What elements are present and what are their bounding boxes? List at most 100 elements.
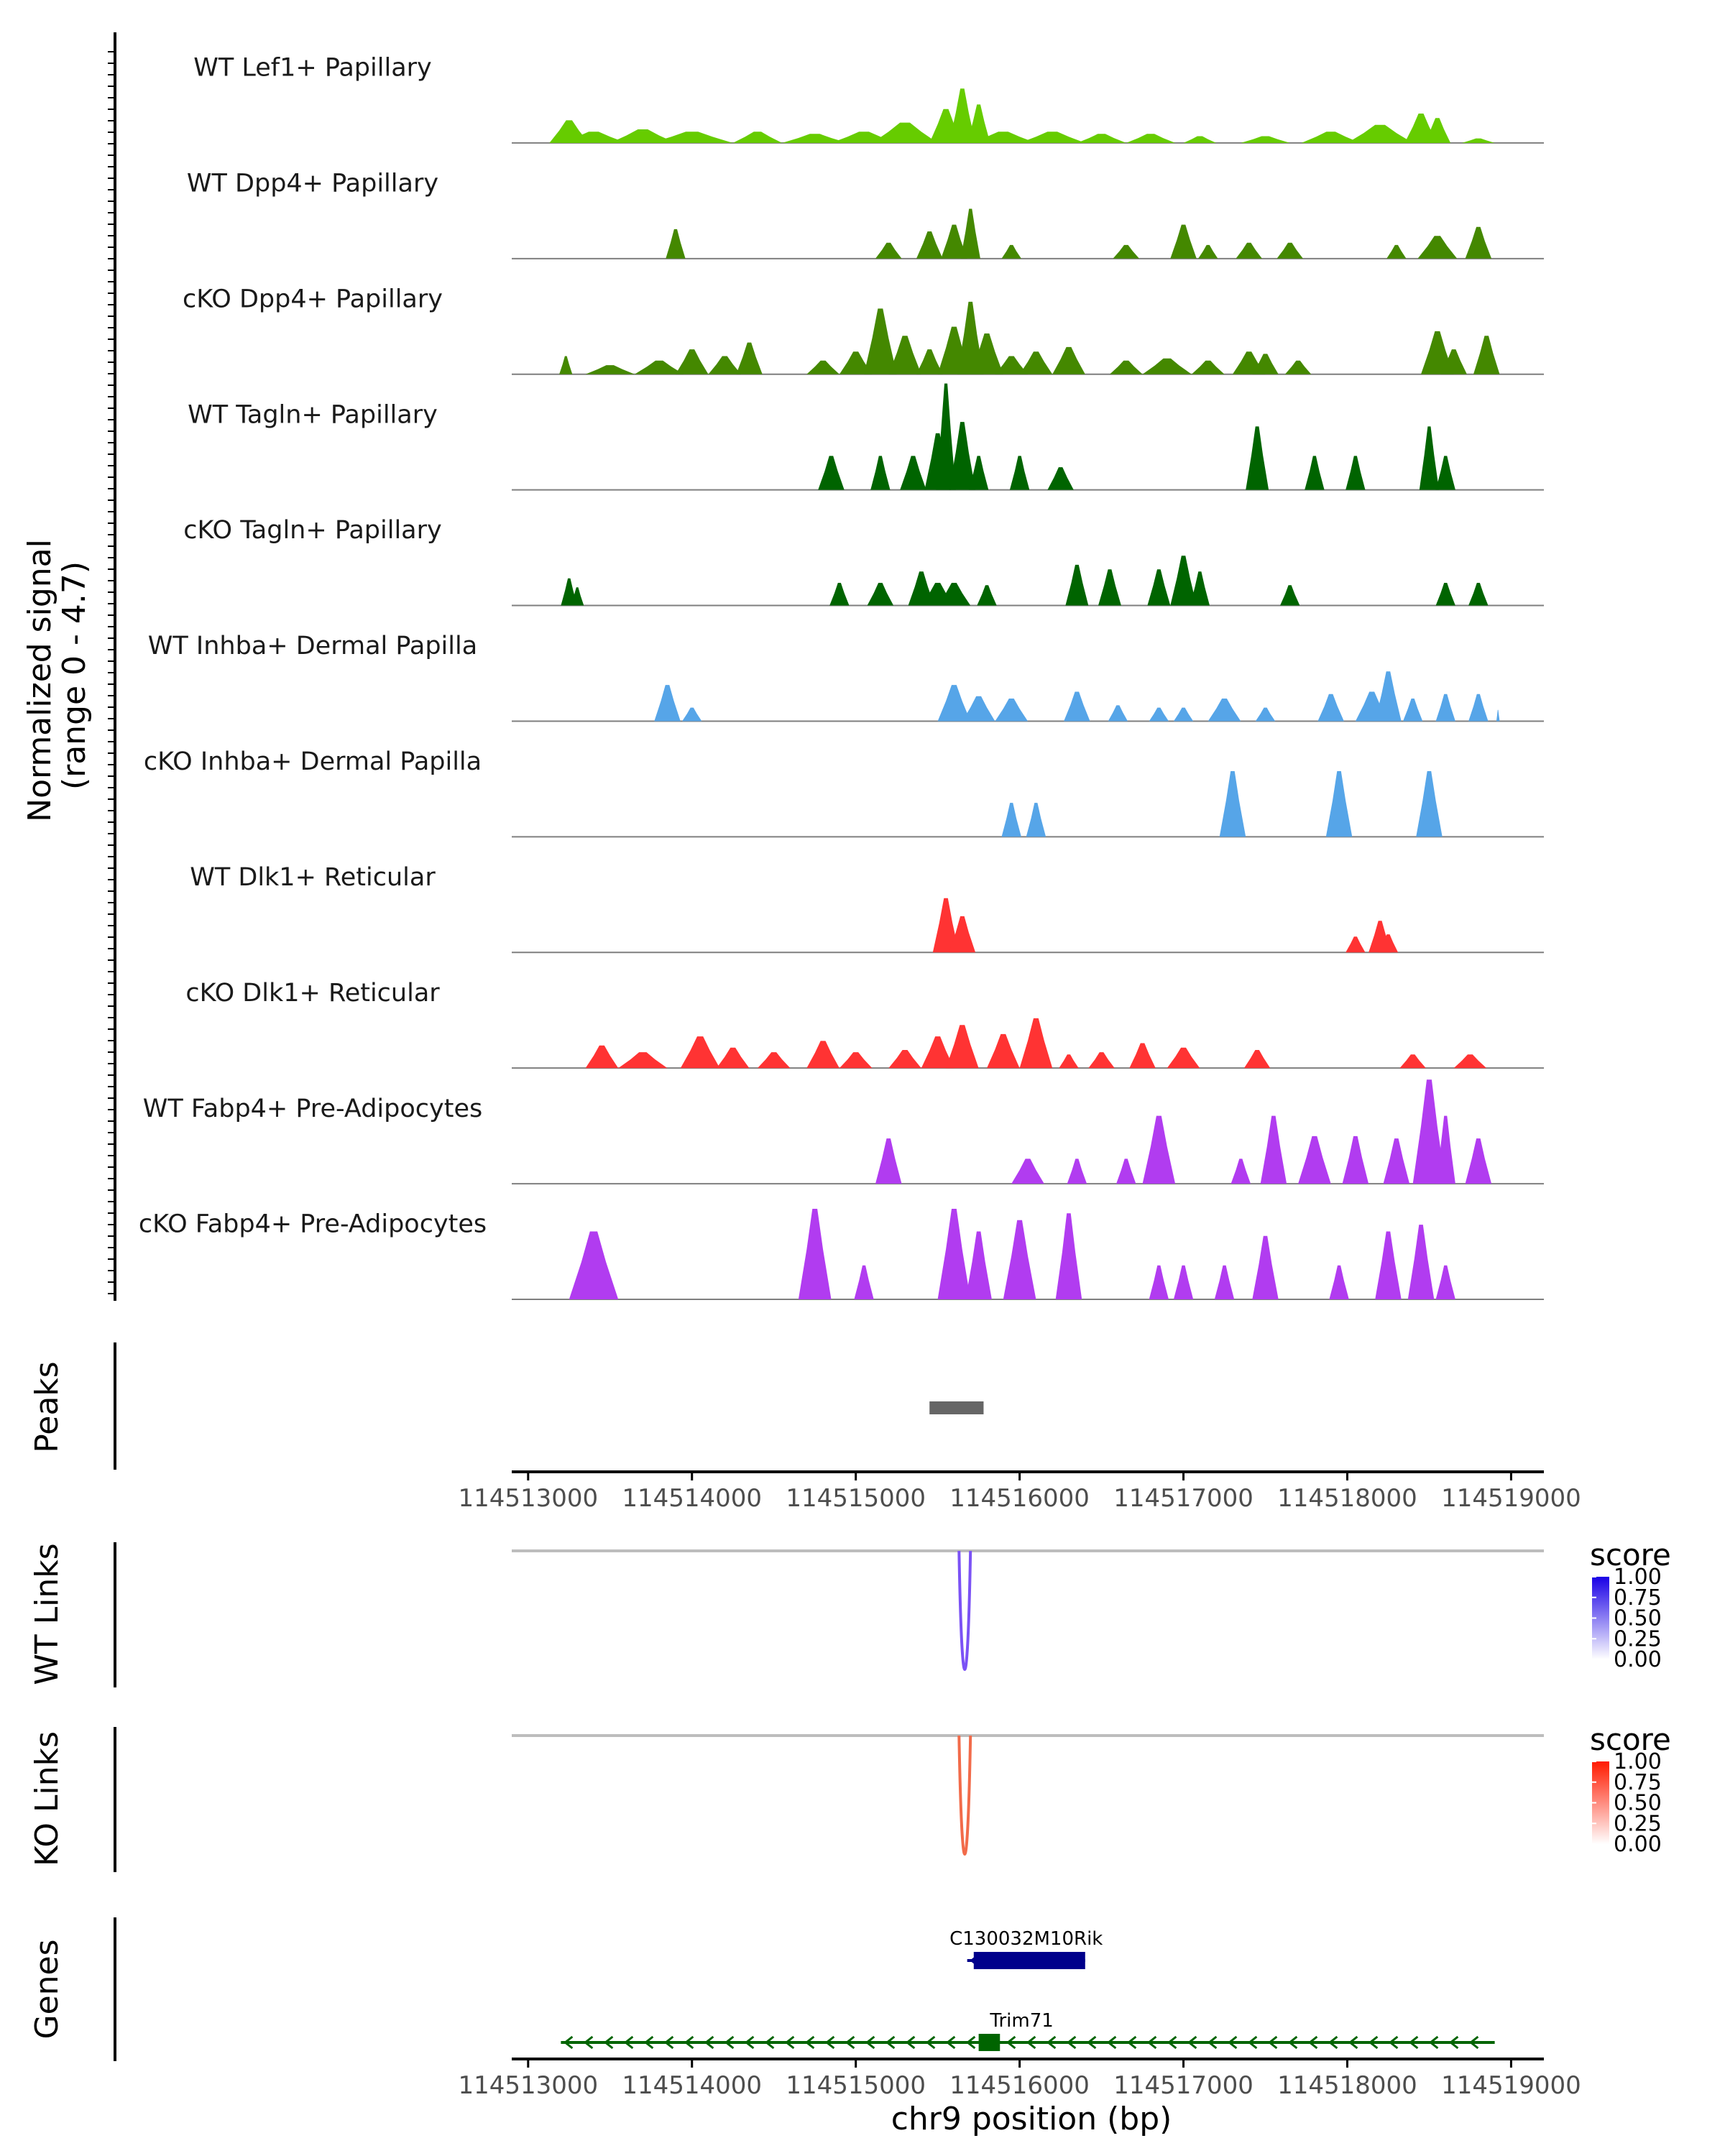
strand-arrow [905,2035,916,2050]
coverage-peak [1167,1047,1200,1069]
coverage-peak [937,685,971,722]
coverage-peak [1378,934,1399,953]
coverage-peak [1252,1235,1279,1299]
coverage-peak [867,583,894,606]
coverage-peak [1424,118,1451,143]
peaks-track-label: Peaks [29,1361,65,1452]
gene-label: Trim71 [989,2010,1053,2032]
peak-region [929,1401,984,1414]
coverage-peak [987,1033,1020,1069]
coverage-peak [1325,771,1353,837]
coverage-peak [1435,583,1455,606]
coverage-peak [1375,1231,1402,1299]
coverage-peak [708,356,742,374]
coverage-peak [864,308,897,374]
coverage-peak [559,356,573,374]
coverage-peak [782,134,848,143]
coverage-peak [888,1050,921,1069]
coverage-peak [1110,360,1143,374]
coverage-peak [1108,705,1128,722]
strand-arrow [1227,2035,1238,2050]
coverage-peak [1142,358,1192,374]
coverage-peak [1421,331,1454,374]
coverage-peak [1019,1018,1053,1069]
coverage-peak [970,333,1003,374]
coverage-peak [1113,244,1139,259]
coverage-track-2: cKO Dpp4+ Papillary [183,285,1544,375]
track-label: WT Fabp4+ Pre-Adipocytes [143,1095,482,1123]
coverage-peak [1416,771,1443,837]
coverage-peak [995,699,1028,722]
legend-tick-label: 1.00 [1614,1749,1662,1774]
coverage-peak [1317,694,1344,722]
strand-arrow [724,2035,735,2050]
coverage-peak [585,365,635,374]
coverage-peak [806,360,840,374]
strand-arrow [1006,2035,1016,2050]
x-axis-bottom-tick-label: 114516000 [949,2071,1090,2100]
strand-arrow [1368,2035,1379,2050]
coverage-peak [949,88,976,143]
coverage-peak [1052,346,1085,374]
coverage-peak [1142,1115,1176,1184]
strand-arrow [684,2035,694,2050]
strand-arrow [1146,2035,1157,2050]
strand-arrow [1046,2035,1057,2050]
coverage-peak [666,229,686,259]
x-axis-top-tick-label: 114517000 [1113,1484,1254,1513]
coverage-peak [635,360,684,374]
track-label: WT Tagln+ Papillary [188,400,438,429]
track-label: cKO Tagln+ Papillary [183,516,442,545]
coverage-peak [965,1231,992,1299]
track-label: WT Inhba+ Dermal Papilla [148,632,477,660]
gene-exon [973,1952,1085,1969]
coverage-peak [1346,456,1366,490]
strand-arrow [865,2035,875,2050]
coverage-peak [888,336,921,374]
coverage-peak [949,916,976,953]
coverage-peak [716,1047,750,1069]
strand-arrow [1307,2035,1318,2050]
coverage-peak [949,422,976,490]
coverage-peak [1241,136,1290,143]
coverage-peak [1473,336,1500,374]
coverage-peak [1077,134,1126,143]
coverage-peak [957,301,984,374]
coverage-track-10: cKO Fabp4+ Pre-Adipocytes [139,1209,1544,1300]
strand-arrow [704,2035,714,2050]
y-axis-title-line2: (range 0 - 4.7) [56,561,93,790]
coverage-peak [585,1045,619,1069]
strand-arrow [1207,2035,1218,2050]
strand-arrow [1348,2035,1358,2050]
strand-arrow [945,2035,956,2050]
coverage-peak [1208,699,1241,722]
legend-tick-label: 0.50 [1614,1791,1662,1816]
gene-0: C130032M10Rik [949,1928,1103,1969]
x-axis-top: 114513000 114514000 114515000 114516000 1145… [458,1470,1581,1513]
coverage-peak [1243,1050,1271,1069]
coverage-peak [946,1025,979,1069]
coverage-peak [1347,124,1413,143]
strand-arrow [1448,2035,1459,2050]
link-track-label: KO Links [29,1731,65,1866]
coverage-peak [1435,1265,1455,1299]
gene-exon [978,2034,1000,2051]
coverage-peak [1026,803,1046,837]
coverage-peak [1064,691,1090,722]
coverage-peak [1198,244,1218,259]
strand-arrow [804,2035,815,2050]
coverage-peak [818,456,845,490]
coverage-track-5: WT Inhba+ Dermal Papilla [148,632,1544,722]
coverage-peak [1149,1265,1169,1299]
coverage-peak [1170,224,1197,259]
coverage-peak [736,342,763,374]
genes-track-label: Genes [29,1939,65,2039]
coverage-peak [1468,583,1489,606]
track-label: cKO Dpp4+ Papillary [183,285,443,313]
gene-label: C130032M10Rik [949,1928,1103,1950]
strand-arrow [563,2035,574,2050]
coverage-peak [1173,1265,1194,1299]
coverage-peak [1399,1054,1426,1069]
coverage-peak [1465,1138,1492,1184]
